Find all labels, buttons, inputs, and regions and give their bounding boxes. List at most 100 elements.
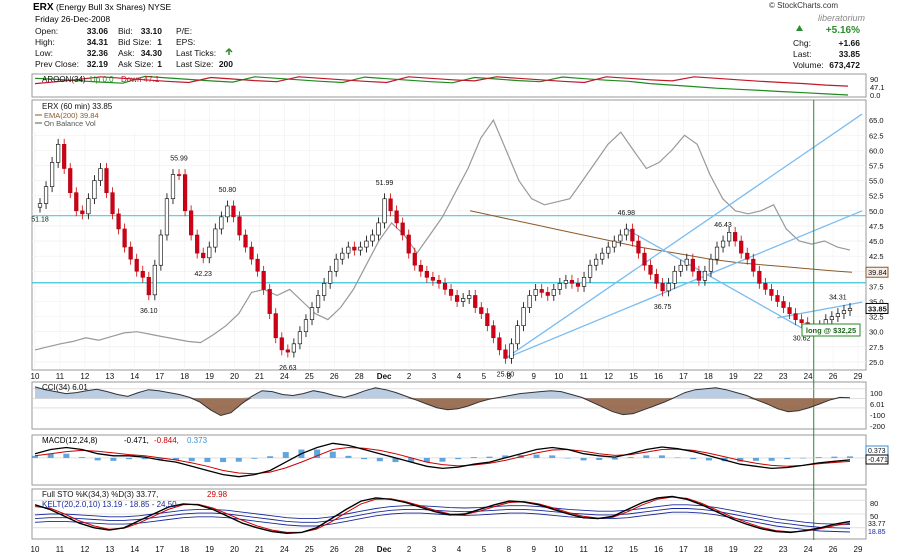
macd-histogram-bar xyxy=(486,456,493,458)
x-axis-label: 8 xyxy=(507,545,512,554)
mid-stats-value: 33.10 xyxy=(141,26,163,36)
quote-label: Chg: xyxy=(793,38,811,48)
brand-label: liberatorium xyxy=(818,13,866,23)
price-label: 26.63 xyxy=(279,365,297,372)
aroon-y-tick: 0.0 xyxy=(870,91,880,100)
candle-body xyxy=(436,280,442,284)
x-axis-label: 28 xyxy=(355,545,364,554)
x-axis-label: 26 xyxy=(330,545,339,554)
trend-line xyxy=(505,113,863,359)
candle-body xyxy=(285,349,290,353)
candle-body xyxy=(140,270,145,278)
candle-body xyxy=(787,307,792,314)
price-label: 46.43 xyxy=(714,222,732,229)
candle-body xyxy=(587,264,593,278)
candle-body xyxy=(424,270,429,278)
candle-body xyxy=(660,283,665,292)
sto-chart: Full STO %K(34,3) %D(3) 33.77, 29.98 KELT(… xyxy=(32,490,886,536)
candle-body xyxy=(757,270,762,284)
x-axis-label: 24 xyxy=(280,545,289,554)
x-axis-label: 5 xyxy=(482,372,487,381)
candle-body xyxy=(575,283,581,287)
cci-chart: CCI(34) 6.01 100 6.01 -100 -200 xyxy=(32,383,885,431)
x-axis-label: 10 xyxy=(554,372,563,381)
candle-body xyxy=(666,283,671,292)
x-axis-label: 11 xyxy=(580,545,589,554)
price-y-tick: 50.0 xyxy=(869,207,884,216)
exchange-name: NYSE xyxy=(148,2,171,12)
x-axis-label: 9 xyxy=(532,372,537,381)
cci-negative-area xyxy=(35,398,850,416)
candle-body xyxy=(56,144,61,163)
candle-body xyxy=(515,325,520,345)
left-stats-label: High: xyxy=(35,37,55,47)
aroon-title: AROON(34) xyxy=(42,75,86,84)
kelt-upper-line xyxy=(34,504,851,526)
candle-body xyxy=(49,162,55,187)
x-axis-label: 3 xyxy=(432,372,437,381)
candle-body xyxy=(630,228,635,242)
candle-body xyxy=(406,234,411,254)
macd-histogram-bar xyxy=(674,457,681,458)
macd-legend-label: MACD(12,24,8) xyxy=(42,436,98,445)
macd-histogram-bar xyxy=(470,457,477,458)
change-percent: +5.16% xyxy=(826,25,860,36)
candle-body xyxy=(98,168,103,181)
x-axis-label: 2 xyxy=(407,545,412,554)
candle-body xyxy=(739,240,744,254)
candle-body xyxy=(291,343,296,353)
price-y-tick: 52.5 xyxy=(869,192,884,201)
candle-body xyxy=(37,203,43,208)
candle-body xyxy=(92,180,97,200)
mid-stats-value: 1 xyxy=(157,37,162,47)
candle-body xyxy=(219,216,224,230)
cci-y-tick: 6.01 xyxy=(870,400,885,409)
candle-body xyxy=(467,295,472,299)
macd-histogram-bar xyxy=(110,457,117,461)
candle-body xyxy=(835,313,841,317)
candle-body xyxy=(714,246,720,260)
candle-body xyxy=(509,343,514,359)
candle-body xyxy=(322,283,327,296)
aroon-up-line xyxy=(34,75,849,96)
candle-body xyxy=(213,228,218,248)
candle-body xyxy=(388,198,393,212)
ema-value-box xyxy=(865,266,889,278)
macd-histogram-bar xyxy=(705,457,712,461)
x-axis-label: 4 xyxy=(457,372,462,381)
x-axis-label: 22 xyxy=(754,545,763,554)
macd-histogram-bar xyxy=(188,457,195,462)
candle-body xyxy=(654,273,659,284)
panel-frames xyxy=(31,73,867,540)
price-label: 36.75 xyxy=(654,304,672,311)
x-axis-label: 12 xyxy=(80,545,89,554)
macd-histogram-bar xyxy=(361,457,368,460)
cci-y-tick: -200 xyxy=(870,422,885,431)
x-axis-label: 26 xyxy=(829,372,838,381)
x-axis-label: 13 xyxy=(105,545,114,554)
x-axis-label: 18 xyxy=(704,372,713,381)
candle-body xyxy=(267,289,272,314)
x-axis-label: 17 xyxy=(679,545,688,554)
cci-y-tick: 100 xyxy=(870,389,883,398)
x-axis-label: 16 xyxy=(654,372,663,381)
macd-y-tick: 0.373 xyxy=(868,448,886,455)
x-axis-label: 17 xyxy=(679,372,688,381)
candle-body xyxy=(594,258,599,266)
candle-body xyxy=(799,319,804,323)
candle-body xyxy=(297,331,303,345)
x-axis-label: 15 xyxy=(629,372,638,381)
candle-body xyxy=(170,174,176,200)
sto-y-tick: 50 xyxy=(870,512,878,521)
candle-body xyxy=(273,313,278,339)
quote-date: Friday 26-Dec-2008 xyxy=(35,14,110,24)
left-stats-value: 34.31 xyxy=(87,37,109,47)
x-axis-label: 29 xyxy=(854,545,863,554)
x-axis-label: 11 xyxy=(56,545,65,554)
x-axis-label: 21 xyxy=(255,372,264,381)
candle-body xyxy=(225,205,230,218)
macd-histogram-bar xyxy=(329,451,336,458)
candle-body xyxy=(461,298,466,302)
macd-value-box xyxy=(865,454,889,465)
x-axis-label: 11 xyxy=(56,372,65,381)
